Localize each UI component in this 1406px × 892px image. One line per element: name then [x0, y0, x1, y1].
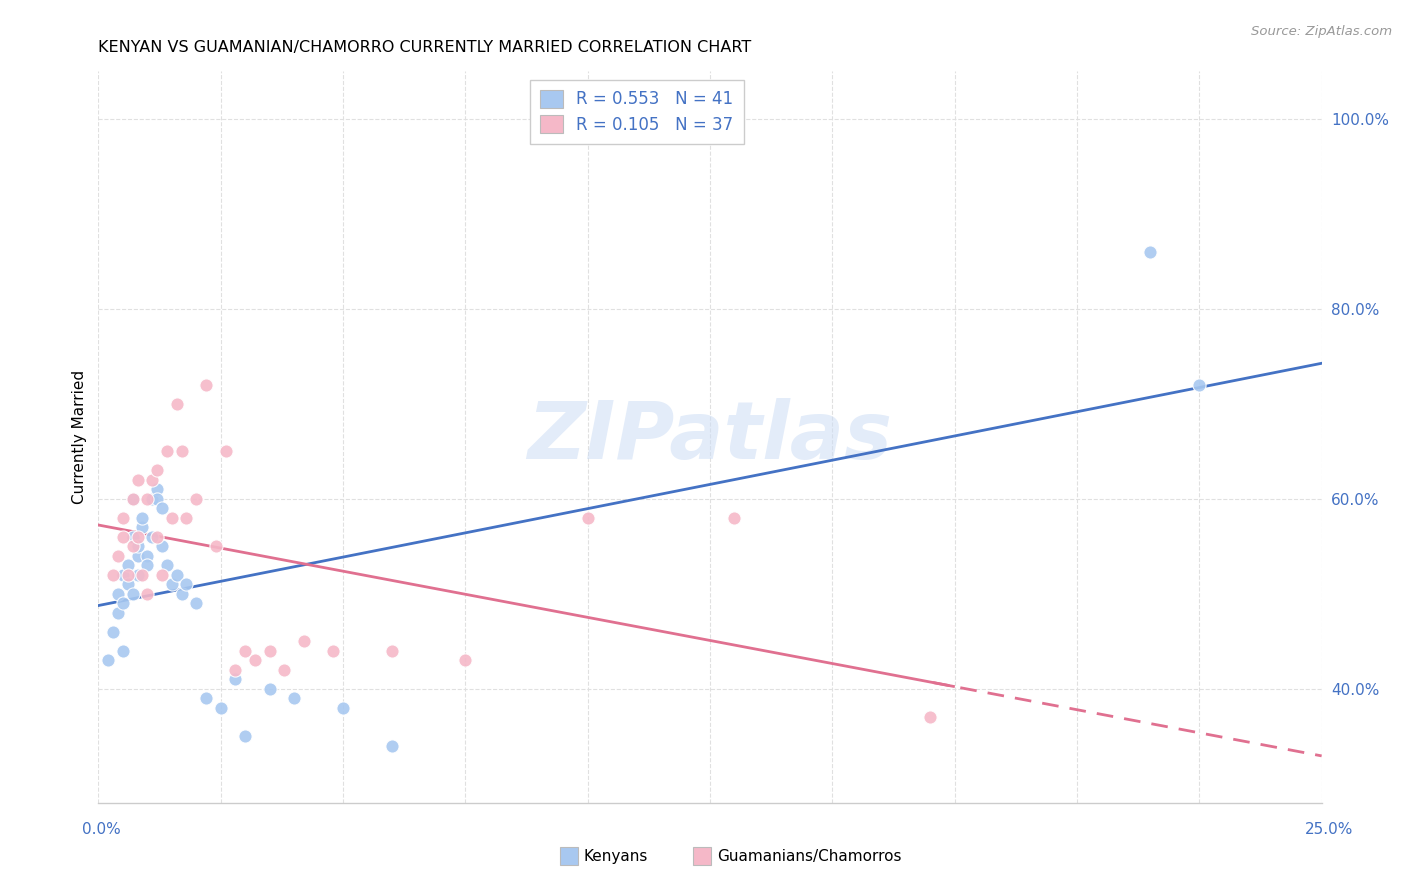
Point: [723, 511, 745, 525]
Point: [107, 587, 129, 601]
Point: [156, 558, 179, 573]
Point: [195, 691, 218, 706]
Point: [127, 567, 149, 582]
Text: 25.0%: 25.0%: [1305, 822, 1353, 837]
Point: [381, 739, 404, 753]
Point: [117, 567, 139, 582]
Point: [205, 539, 228, 553]
Point: [224, 663, 246, 677]
Point: [101, 567, 124, 582]
Point: [127, 530, 149, 544]
Point: [156, 444, 179, 458]
Point: [332, 701, 354, 715]
Y-axis label: Currently Married: Currently Married: [72, 370, 87, 504]
Point: [160, 577, 183, 591]
Point: [920, 710, 942, 724]
Point: [111, 567, 134, 582]
Point: [127, 539, 149, 553]
Point: [176, 577, 198, 591]
Point: [170, 444, 193, 458]
Point: [127, 549, 149, 563]
Point: [381, 644, 404, 658]
Point: [1139, 244, 1161, 259]
Point: [131, 520, 153, 534]
Point: [121, 491, 143, 506]
Point: [111, 530, 134, 544]
Point: [150, 539, 173, 553]
Legend: R = 0.553   N = 41, R = 0.105   N = 37: R = 0.553 N = 41, R = 0.105 N = 37: [530, 79, 744, 144]
Point: [141, 491, 163, 506]
Point: [107, 549, 129, 563]
Point: [146, 530, 169, 544]
Point: [160, 511, 183, 525]
Text: Kenyans: Kenyans: [583, 849, 648, 863]
Point: [233, 644, 256, 658]
Text: KENYAN VS GUAMANIAN/CHAMORRO CURRENTLY MARRIED CORRELATION CHART: KENYAN VS GUAMANIAN/CHAMORRO CURRENTLY M…: [98, 40, 752, 55]
Point: [283, 691, 305, 706]
Point: [131, 511, 153, 525]
Point: [170, 587, 193, 601]
Point: [224, 673, 246, 687]
Point: [136, 558, 159, 573]
Point: [121, 491, 143, 506]
Point: [273, 663, 295, 677]
Point: [107, 606, 129, 620]
Point: [146, 483, 169, 497]
Point: [259, 681, 281, 696]
Point: [233, 729, 256, 743]
Point: [121, 539, 143, 553]
Point: [141, 530, 163, 544]
Text: 0.0%: 0.0%: [82, 822, 121, 837]
Point: [1188, 377, 1211, 392]
Point: [454, 653, 477, 667]
Point: [259, 644, 281, 658]
Point: [292, 634, 315, 648]
Point: [146, 491, 169, 506]
Point: [322, 644, 344, 658]
Point: [136, 549, 159, 563]
Point: [166, 397, 188, 411]
Point: [186, 491, 208, 506]
Point: [195, 377, 218, 392]
Point: [576, 511, 599, 525]
Point: [127, 473, 149, 487]
Text: Source: ZipAtlas.com: Source: ZipAtlas.com: [1251, 25, 1392, 38]
Point: [101, 624, 124, 639]
Point: [141, 473, 163, 487]
Point: [186, 596, 208, 610]
Point: [176, 511, 198, 525]
Point: [209, 701, 232, 715]
Point: [117, 558, 139, 573]
Point: [111, 596, 134, 610]
Point: [146, 463, 169, 477]
Point: [111, 644, 134, 658]
Point: [150, 501, 173, 516]
Point: [121, 587, 143, 601]
Point: [243, 653, 266, 667]
Point: [214, 444, 236, 458]
Point: [117, 577, 139, 591]
Point: [150, 567, 173, 582]
Text: ZIPatlas: ZIPatlas: [527, 398, 893, 476]
Point: [131, 567, 153, 582]
Text: Guamanians/Chamorros: Guamanians/Chamorros: [717, 849, 901, 863]
Point: [111, 511, 134, 525]
Point: [136, 491, 159, 506]
Point: [97, 653, 120, 667]
Point: [166, 567, 188, 582]
Point: [136, 587, 159, 601]
Point: [121, 530, 143, 544]
